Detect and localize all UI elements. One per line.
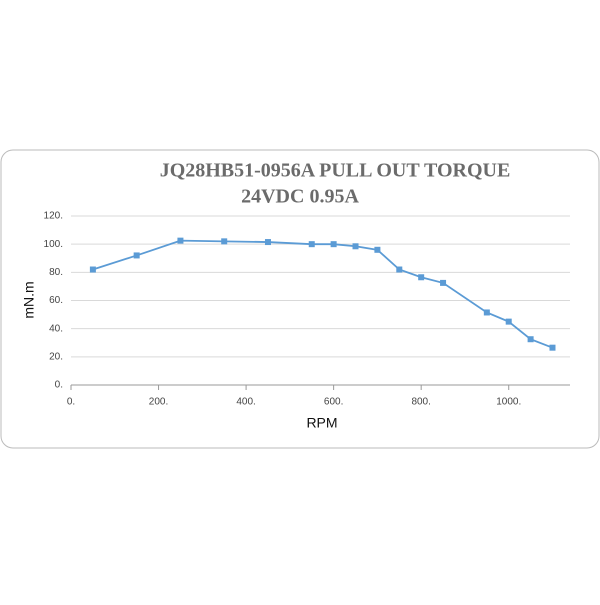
marker	[440, 279, 447, 286]
chart-title: JQ28HB51-0956A PULL OUT TORQUE	[160, 160, 511, 182]
marker	[308, 241, 315, 248]
marker	[177, 237, 184, 244]
marker	[527, 336, 534, 343]
x-tick-label: 200.	[149, 397, 168, 408]
x-tick-label: 600.	[324, 397, 343, 408]
marker	[418, 274, 425, 281]
y-tick-label: 80.	[49, 267, 63, 278]
marker	[374, 246, 381, 253]
y-tick-label: 120.	[44, 211, 63, 222]
chart-frame	[0, 149, 600, 449]
marker	[396, 266, 403, 273]
y-tick-label: 20.	[49, 351, 63, 362]
x-tick-label: 400.	[236, 397, 255, 408]
marker	[221, 238, 228, 245]
y-axis-title: mN.m	[21, 281, 37, 318]
marker	[133, 252, 140, 259]
x-tick-label: 800.	[411, 397, 430, 408]
marker	[505, 318, 512, 325]
marker	[352, 243, 359, 250]
y-tick-label: 0.	[55, 380, 63, 391]
x-axis-title: RPM	[306, 415, 337, 431]
marker	[483, 309, 490, 316]
y-tick-label: 40.	[49, 323, 63, 334]
marker	[264, 239, 271, 246]
x-tick-label: 1000.	[496, 397, 521, 408]
y-tick-label: 60.	[49, 295, 63, 306]
chart-subtitle: 24VDC 0.95A	[241, 186, 359, 208]
marker	[89, 266, 96, 273]
line	[92, 239, 553, 349]
y-tick-label: 100.	[44, 239, 63, 250]
x-tick-label: 0.	[67, 397, 75, 408]
marker	[549, 344, 556, 351]
marker	[330, 241, 337, 248]
